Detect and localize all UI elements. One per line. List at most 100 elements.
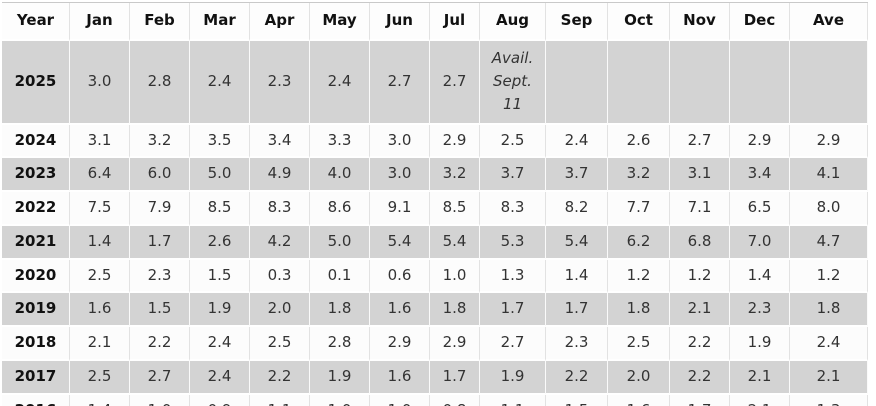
value-cell: 2.4 (790, 327, 868, 361)
column-header-dec: Dec (730, 3, 790, 41)
year-cell: 2025 (2, 40, 70, 125)
value-cell: 1.4 (730, 259, 790, 294)
value-cell: 3.7 (480, 158, 546, 192)
value-cell: 3.7 (546, 158, 608, 192)
value-cell: 4.0 (310, 158, 370, 192)
column-header-ave: Ave (790, 3, 868, 41)
value-cell: 1.7 (130, 225, 190, 260)
column-header-feb: Feb (130, 3, 190, 41)
value-cell: 0.1 (310, 259, 370, 294)
value-cell: 1.6 (608, 394, 670, 406)
value-cell (730, 40, 790, 125)
table-row: 2020 2.5 2.3 1.5 0.3 0.1 0.6 1.0 1.3 1.4 1.2 1.2 1.4… (2, 259, 868, 294)
table-row: 2019 1.6 1.5 1.9 2.0 1.8 1.6 1.8 1.7 1.7 1.8 2.1 2.3… (2, 293, 868, 327)
value-cell: 3.2 (130, 124, 190, 159)
value-cell (670, 40, 730, 125)
value-cell: 2.2 (130, 327, 190, 361)
value-cell (790, 40, 868, 125)
value-cell: 2.1 (70, 327, 130, 361)
value-cell: 2.1 (730, 394, 790, 406)
value-cell: 4.7 (790, 225, 868, 260)
value-cell: 2.6 (190, 225, 250, 260)
value-cell: 5.3 (480, 225, 546, 260)
value-cell: 6.5 (730, 192, 790, 226)
value-cell: 2.4 (190, 40, 250, 125)
value-cell: 8.5 (430, 192, 480, 226)
value-cell: 2.3 (130, 259, 190, 294)
value-cell: 2.5 (608, 327, 670, 361)
value-cell: 7.1 (670, 192, 730, 226)
value-cell: 2.1 (670, 293, 730, 327)
value-cell: 2.3 (250, 40, 310, 125)
value-cell: 1.9 (730, 327, 790, 361)
value-cell (608, 40, 670, 125)
value-cell: 2.0 (608, 360, 670, 395)
table-row: 20161.41.00.91.11.01.00.81.11.51.61.72.1… (2, 394, 868, 406)
value-cell: 8.5 (190, 192, 250, 226)
column-header-nov: Nov (670, 3, 730, 41)
value-cell: 2.9 (430, 124, 480, 159)
column-header-jul: Jul (430, 3, 480, 41)
value-cell: 8.3 (480, 192, 546, 226)
year-cell: 2022 (2, 192, 70, 226)
value-cell: 2.5 (70, 259, 130, 294)
value-cell: 7.7 (608, 192, 670, 226)
value-cell: 1.8 (310, 293, 370, 327)
value-cell: 2.3 (546, 327, 608, 361)
value-cell: 1.0 (310, 394, 370, 406)
table-row: 2022 7.5 7.9 8.5 8.3 8.6 9.1 8.5 8.3 8.2 7.7 7.1 6.5… (2, 192, 868, 226)
value-cell: 3.0 (70, 40, 130, 125)
value-cell: 8.3 (250, 192, 310, 226)
year-cell: 2018 (2, 327, 70, 361)
column-header-may: May (310, 3, 370, 41)
column-header-jun: Jun (370, 3, 430, 41)
value-cell: 2.9 (370, 327, 430, 361)
value-cell: 1.2 (608, 259, 670, 294)
value-cell: 2.9 (730, 124, 790, 159)
value-cell: Avail. Sept. 11 (480, 40, 546, 125)
value-cell: 2.2 (546, 360, 608, 395)
value-cell: 7.0 (730, 225, 790, 260)
value-cell: 1.4 (70, 225, 130, 260)
value-cell: 3.2 (430, 158, 480, 192)
value-cell: 2.7 (370, 40, 430, 125)
year-cell: 2024 (2, 124, 70, 159)
value-cell: 2.7 (130, 360, 190, 395)
value-cell: 2.7 (480, 327, 546, 361)
value-cell: 1.0 (130, 394, 190, 406)
column-header-apr: Apr (250, 3, 310, 41)
value-cell: 2.0 (250, 293, 310, 327)
value-cell: 1.0 (430, 259, 480, 294)
value-cell: 1.4 (546, 259, 608, 294)
value-cell: 3.2 (608, 158, 670, 192)
column-header-year: Year (2, 3, 70, 41)
value-cell: 1.8 (430, 293, 480, 327)
value-cell: 1.6 (370, 293, 430, 327)
value-cell: 1.9 (190, 293, 250, 327)
value-cell: 4.1 (790, 158, 868, 192)
value-cell: 3.0 (370, 158, 430, 192)
value-cell: 5.4 (430, 225, 480, 260)
value-cell: 7.9 (130, 192, 190, 226)
value-cell: 1.7 (546, 293, 608, 327)
year-cell: 2023 (2, 158, 70, 192)
table-row: 2024 3.1 3.2 3.5 3.4 3.3 3.0 2.9 2.5 2.4 2.6 2.7 2.9… (2, 124, 868, 159)
value-cell: 1.7 (480, 293, 546, 327)
value-cell: 6.4 (70, 158, 130, 192)
value-cell: 1.8 (608, 293, 670, 327)
table-row: 2017 2.5 2.7 2.4 2.2 1.9 1.6 1.7 1.9 2.2 2.0 2.2 2.1… (2, 360, 868, 395)
value-cell: 1.3 (480, 259, 546, 294)
value-cell: 1.5 (190, 259, 250, 294)
value-cell: 1.1 (480, 394, 546, 406)
value-cell: 1.2 (790, 259, 868, 294)
value-cell: 5.4 (370, 225, 430, 260)
value-cell: 2.8 (130, 40, 190, 125)
value-cell: 8.0 (790, 192, 868, 226)
value-cell: 2.5 (480, 124, 546, 159)
year-cell: 2021 (2, 225, 70, 260)
value-cell: 3.3 (310, 124, 370, 159)
value-cell: 6.0 (130, 158, 190, 192)
value-cell: 5.0 (190, 158, 250, 192)
value-cell: 2.2 (670, 360, 730, 395)
